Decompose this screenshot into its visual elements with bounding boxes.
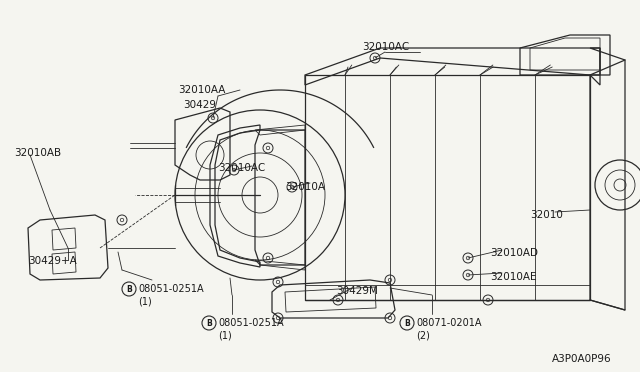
Text: 30429+A: 30429+A xyxy=(28,256,77,266)
Text: (1): (1) xyxy=(138,296,152,306)
Text: B: B xyxy=(126,285,132,294)
Text: 08051-0251A: 08051-0251A xyxy=(218,318,284,328)
Text: B: B xyxy=(404,318,410,327)
Text: 32010AE: 32010AE xyxy=(490,272,536,282)
Text: 32010AD: 32010AD xyxy=(490,248,538,258)
Text: 32010AB: 32010AB xyxy=(14,148,61,158)
Text: (1): (1) xyxy=(218,330,232,340)
Text: 08051-0251A: 08051-0251A xyxy=(138,284,204,294)
Text: 32010AA: 32010AA xyxy=(178,85,225,95)
Text: 30429M: 30429M xyxy=(336,286,378,296)
Text: (2): (2) xyxy=(416,330,430,340)
Text: 30429: 30429 xyxy=(183,100,216,110)
Text: 32010A: 32010A xyxy=(285,182,325,192)
Text: 32010AC: 32010AC xyxy=(218,163,265,173)
Text: 32010AC: 32010AC xyxy=(362,42,409,52)
Text: B: B xyxy=(206,318,212,327)
Text: 32010: 32010 xyxy=(530,210,563,220)
Text: 08071-0201A: 08071-0201A xyxy=(416,318,481,328)
Text: A3P0A0P96: A3P0A0P96 xyxy=(552,354,612,364)
